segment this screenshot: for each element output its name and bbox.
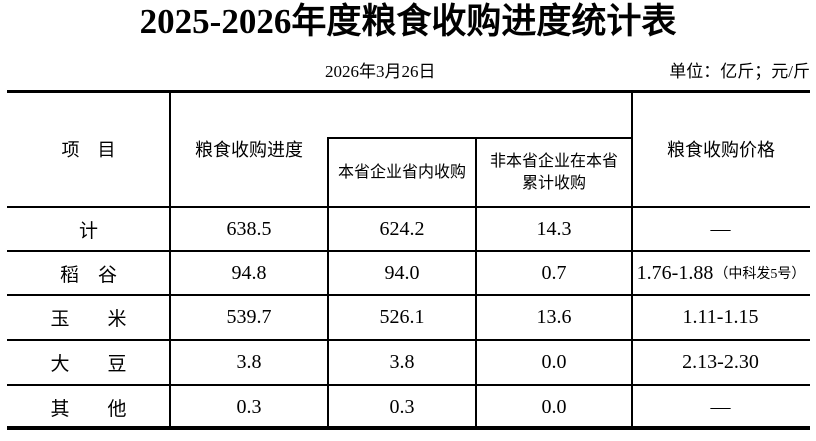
row-line: [7, 384, 810, 386]
header-item: 项 目: [61, 139, 116, 160]
page-title: 2025-2026年度粮食收购进度统计表: [139, 2, 677, 41]
local-value: 94.0: [384, 261, 420, 284]
price-range: —: [710, 217, 731, 240]
row-label: 稻 谷: [59, 264, 117, 286]
local-value: 0.3: [389, 396, 415, 418]
row-line: [7, 294, 810, 296]
price-cell: 1.11-1.15: [632, 295, 810, 340]
table-bottom-rule: [7, 426, 810, 430]
header-progress: 粮食收购进度: [195, 139, 303, 160]
subheader-box-top-line: [327, 137, 633, 139]
column-line: [169, 90, 171, 430]
row-line: [7, 250, 810, 252]
nonlocal-value: 0.0: [541, 396, 567, 418]
price-range: 2.13-2.30: [682, 351, 759, 373]
nonlocal-value: 0.7: [541, 261, 567, 284]
report-date: 2026年3月26日: [325, 62, 436, 81]
progress-value: 0.3: [236, 396, 262, 418]
statistics-table: 项 目 粮食收购进度 本省企业省内收购 非本省企业在本省 累计收购 粮食收购价格…: [7, 90, 810, 430]
price-cell: —: [632, 385, 810, 430]
price-range: —: [710, 396, 731, 418]
local-value: 526.1: [379, 306, 425, 328]
header-bottom-line: [7, 206, 810, 208]
column-line: [631, 90, 633, 430]
progress-value: 94.8: [231, 261, 267, 284]
nonlocal-value: 0.0: [541, 351, 567, 373]
progress-value: 3.8: [236, 351, 262, 373]
row-label: 其 他: [50, 399, 127, 420]
table-top-rule: [7, 90, 810, 93]
progress-value: 638.5: [226, 217, 272, 240]
local-value: 624.2: [379, 217, 425, 240]
nonlocal-value: 14.3: [536, 217, 572, 240]
header-nonlocal-purchase: 非本省企业在本省 累计收购: [489, 152, 618, 192]
progress-value: 539.7: [226, 306, 272, 328]
price-range: 1.11-1.15: [682, 306, 759, 328]
header-price: 粮食收购价格: [667, 139, 775, 160]
column-line: [327, 137, 329, 430]
price-range: 1.76-1.88: [636, 261, 714, 284]
price-cell: 2.13-2.30: [632, 340, 810, 385]
header-local-purchase: 本省企业省内收购: [337, 163, 466, 181]
row-label: 计: [78, 220, 98, 242]
row-label: 大 豆: [50, 354, 127, 375]
row-label: 玉 米: [50, 309, 127, 330]
price-cell: —: [632, 207, 810, 251]
column-line: [475, 137, 477, 430]
nonlocal-value: 13.6: [536, 306, 572, 328]
price-cell: 1.76-1.88 （中科发5号）: [632, 251, 810, 295]
row-line: [7, 339, 810, 341]
unit-note: 单位：亿斤；元/斤: [669, 62, 810, 81]
local-value: 3.8: [389, 351, 415, 373]
price-note: （中科发5号）: [714, 267, 806, 282]
